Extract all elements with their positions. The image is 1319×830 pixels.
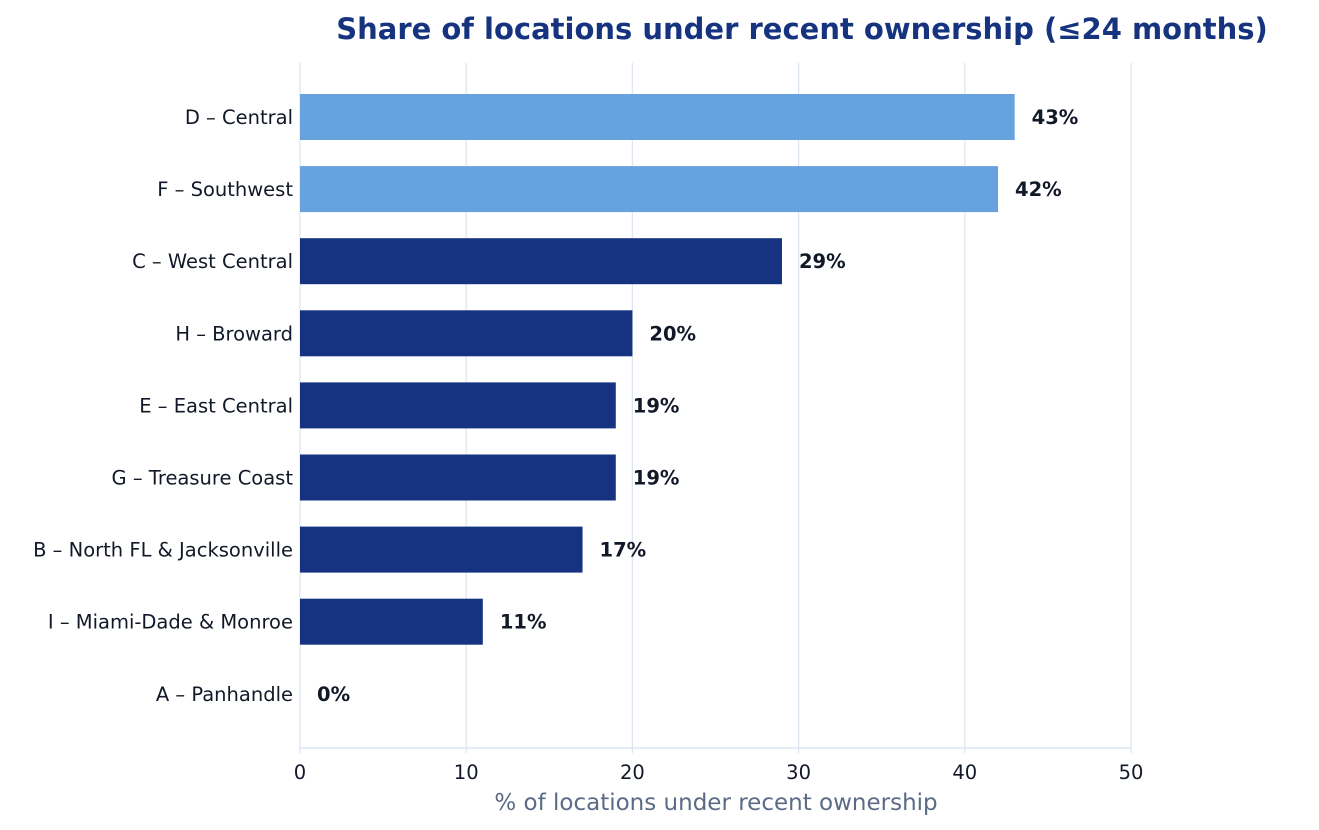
x-tick-label: 30 [786, 761, 811, 784]
category-label: B – North FL & Jacksonville [33, 539, 293, 562]
bar [300, 526, 583, 573]
category-label: H – Broward [175, 322, 293, 345]
data-label: 17% [600, 539, 647, 562]
data-label: 11% [500, 611, 547, 634]
data-label: 19% [633, 394, 680, 417]
category-label: D – Central [185, 106, 293, 129]
data-label: 19% [633, 467, 680, 490]
data-label: 0% [317, 683, 350, 706]
category-label: A – Panhandle [156, 683, 293, 706]
x-axis-label: % of locations under recent ownership [494, 790, 937, 816]
x-tick-label: 50 [1119, 761, 1144, 784]
bar [300, 94, 1015, 140]
bar [300, 166, 999, 213]
category-label: I – Miami-Dade & Monroe [48, 611, 293, 634]
category-labels: D – Central F – Southwest C – West Central… [33, 106, 293, 706]
category-label: F – Southwest [157, 178, 293, 201]
chart-title: Share of locations under recent ownershi… [336, 12, 1268, 46]
x-tick-label: 10 [454, 761, 479, 784]
category-label: E – East Central [139, 394, 293, 417]
category-label: G – Treasure Coast [112, 467, 294, 490]
bar [300, 598, 483, 645]
x-tick-label: 40 [952, 761, 977, 784]
x-tick-label: 0 [294, 761, 306, 784]
data-label: 20% [649, 322, 696, 345]
bar [300, 382, 616, 429]
category-label: C – West Central [132, 250, 293, 273]
data-label: 29% [799, 250, 846, 273]
bar [300, 454, 616, 501]
bar [300, 310, 633, 357]
bars [300, 94, 1015, 645]
x-tick-label: 20 [620, 761, 645, 784]
value-labels: 43% 42% 29% 20% 19% 19% 17% 11% 0% [317, 106, 1078, 706]
bar [300, 238, 782, 285]
data-label: 42% [1015, 178, 1062, 201]
x-axis-ticks: 0 10 20 30 40 50 [294, 748, 1144, 784]
data-label: 43% [1032, 106, 1079, 129]
